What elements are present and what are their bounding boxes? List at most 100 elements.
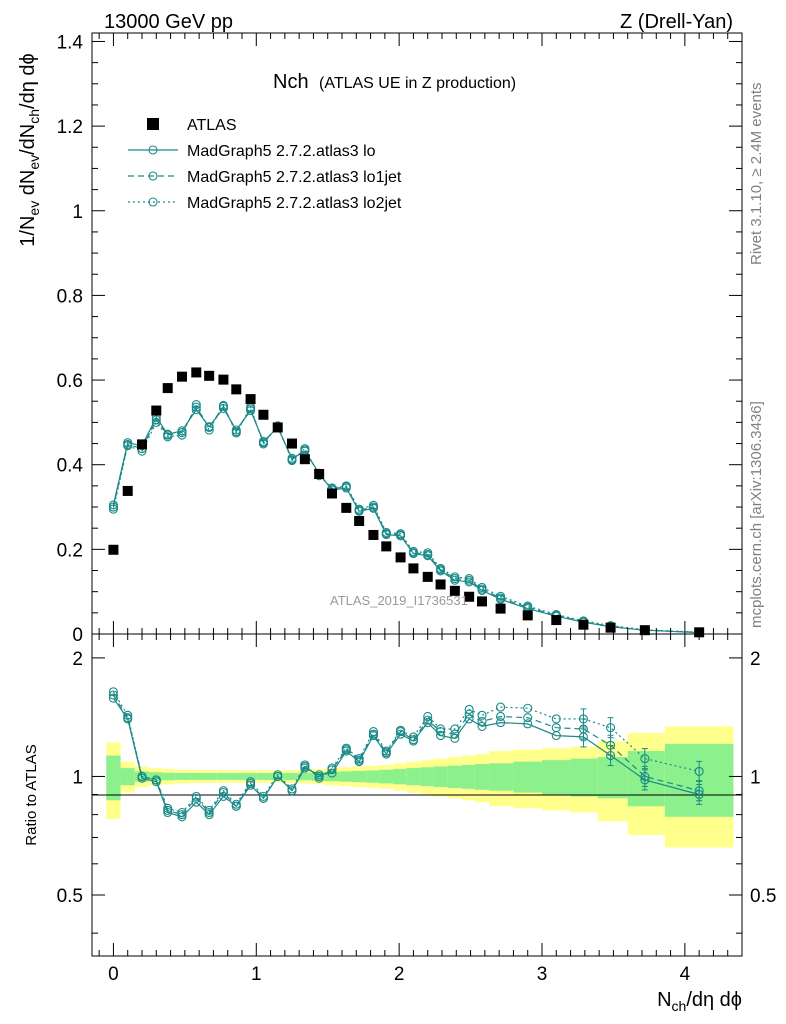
ratio-point-dashed [606,740,616,750]
legend-label: MadGraph5 2.7.2.atlas3 lo1jet [187,169,402,186]
main-point-dotted [341,481,351,491]
data-point [218,374,229,385]
main-point-dotted [496,591,506,601]
main-y-tick-label: 1.2 [57,117,83,138]
ratio-point-dotted [231,799,241,809]
main-y-tick-label: 0.8 [57,286,83,307]
main-y-tick-label: 0 [72,625,83,646]
band-1sigma [202,773,217,780]
main-y-tick-label: 0.4 [57,456,84,477]
band-1sigma [229,773,244,780]
band-1sigma [406,768,421,786]
data-point [299,454,310,465]
main-point-dotted [300,444,310,454]
main-axes: 0 0.2 0.4 0.6 0.8 1 1.2 1.4 [57,32,743,646]
x-tick-label: 0 [108,964,119,985]
ratio-panel: 0.5 0.5 1 1 2 2 0 1 2 3 4 [57,633,776,985]
ratio-uncertainty-bands [106,726,734,848]
data-point [287,438,297,449]
main-point-solid [191,405,201,415]
band-1sigma [284,773,298,780]
data-point [258,409,269,420]
band-1sigma [106,755,121,801]
ratio-point-dotted [551,714,561,724]
band-1sigma [462,764,475,789]
ratio-point-dotted [477,710,487,720]
band-1sigma [366,770,380,783]
ratio-point-solid [327,768,337,778]
ratio-point-dotted [108,687,118,697]
ratio-y-label: Ratio to ATLAS [23,744,40,845]
ratio-point-dotted [381,746,391,756]
band-1sigma [393,768,407,785]
legend-marker-dashed [148,171,158,181]
main-point-dotted [464,574,474,584]
main-y-tick-label: 0.2 [57,540,83,561]
main-y-tick-label: 1.4 [57,32,84,53]
ratio-y-tick-label-right: 1 [750,767,761,788]
band-1sigma [597,757,628,799]
main-point-dotted [381,527,391,537]
data-point [551,615,562,626]
main-point-dotted [191,400,201,410]
main-point-dotted [477,582,487,592]
ratio-point-dotted [396,725,406,735]
ratio-point-dotted [258,791,268,801]
ratio-point-dashed [640,771,650,782]
main-point-dotted [151,417,161,427]
ratio-point-dashed [368,729,378,739]
ratio-point-dotted [218,786,228,796]
data-point [354,515,365,526]
main-point-dotted [423,548,433,558]
ratio-point-dashed [694,786,704,796]
ratio-point-dashed [108,690,118,700]
data-point [639,625,650,636]
data-point [395,552,406,563]
data-point [314,469,325,480]
main-plot-marks [108,367,705,638]
ratio-point-dotted [694,766,704,776]
x-tick-label: 3 [537,964,548,985]
band-1sigma [489,763,514,791]
main-point-dotted [354,504,364,514]
main-series-line-dotted [112,403,700,633]
band-1sigma [256,773,271,780]
band-1sigma [120,768,135,786]
band-1sigma [420,767,434,787]
band-1sigma [339,771,352,782]
x-tick-label: 1 [251,964,262,985]
band-1sigma [379,769,394,784]
ratio-point-solid [396,729,406,739]
header-left: 13000 GeV pp [104,11,233,33]
ratio-point-dashed [523,713,533,723]
ratio-point-dashed [123,713,133,723]
ratio-y-tick-label-right: 2 [750,649,761,670]
ratio-point-dotted [368,727,378,737]
ratio-point-dashed [408,735,418,745]
band-1sigma [474,764,490,790]
ratio-point-dotted [287,784,297,794]
main-point-dotted [436,563,446,573]
main-point-dotted [408,546,418,557]
ratio-point-dotted [606,723,616,733]
data-point [605,622,616,633]
main-point-dotted [258,439,268,449]
ratio-point-dashed [450,729,460,739]
data-point [151,405,162,416]
x-axis-label: Nch/dη dϕ [657,989,742,1014]
band-1sigma [513,761,542,793]
main-point-dotted [287,455,297,466]
data-point [231,384,242,395]
main-y-label: 1/Nev dNev/dNch/dη dϕ [17,53,42,246]
ratio-point-dotted [408,732,418,742]
ratio-point-dotted [354,754,364,764]
main-panel: Nch (ATLAS UE in Z production) ATLAS MadG… [57,32,743,646]
main-point-dotted [231,428,241,438]
main-point-dotted [177,430,187,440]
ratio-point-dotted [300,760,310,770]
ratio-point-dotted [246,777,256,787]
data-point [435,579,446,590]
ratio-point-solid [523,719,533,729]
ratio-y-tick-label: 0.5 [57,886,83,907]
ratio-series-line-dashed [112,694,700,816]
